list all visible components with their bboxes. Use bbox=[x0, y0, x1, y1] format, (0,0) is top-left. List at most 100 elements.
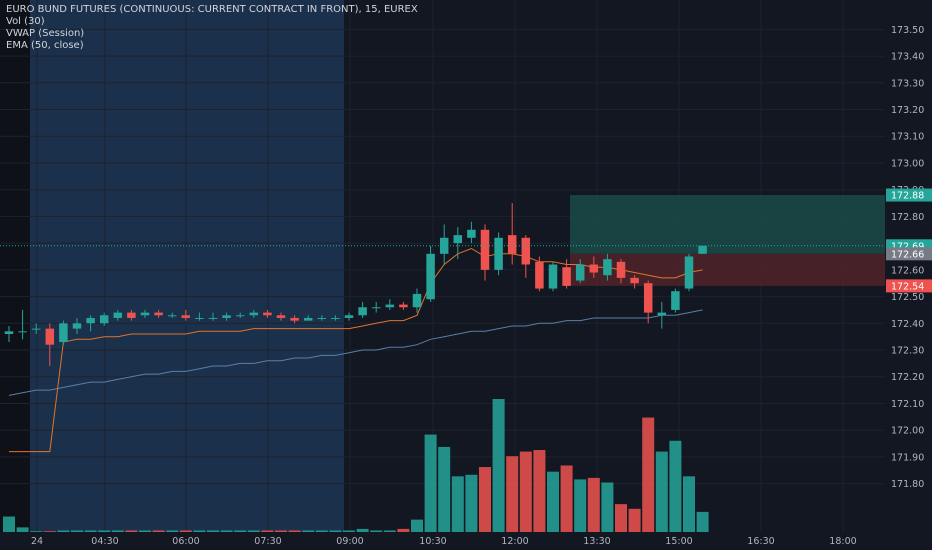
legend-vwap: VWAP (Session) bbox=[6, 28, 85, 39]
candle-body bbox=[331, 317, 340, 319]
candle-body bbox=[575, 264, 585, 281]
volume-bar bbox=[533, 450, 546, 532]
candle-body bbox=[113, 312, 123, 318]
candle-body bbox=[4, 331, 14, 334]
candle-body bbox=[684, 256, 694, 289]
y-tick-label: 172.00 bbox=[891, 426, 924, 437]
position-profit-zone bbox=[570, 195, 885, 254]
candle-body bbox=[18, 331, 27, 333]
volume-bar bbox=[166, 530, 179, 532]
volume-bar bbox=[438, 446, 451, 532]
volume-bar bbox=[547, 471, 559, 532]
candle-body bbox=[127, 312, 136, 318]
volume-bar bbox=[479, 467, 491, 532]
candle-body bbox=[222, 315, 231, 318]
volume-bar bbox=[261, 530, 274, 532]
price-badge-label: 172.66 bbox=[891, 249, 924, 260]
volume-bar bbox=[275, 530, 287, 532]
candle-body bbox=[303, 317, 313, 321]
volume-bar bbox=[451, 476, 464, 532]
volume-bar bbox=[57, 530, 70, 532]
volume-bar bbox=[560, 465, 573, 532]
volume-bar bbox=[574, 479, 587, 532]
candle-body bbox=[31, 328, 41, 330]
volume-bar bbox=[519, 451, 532, 532]
candle-body bbox=[385, 304, 395, 308]
legend-title: EURO BUND FUTURES (CONTINUOUS: CURRENT C… bbox=[6, 4, 418, 15]
candle-body bbox=[630, 277, 639, 284]
candle-body bbox=[99, 315, 109, 324]
candle-body bbox=[562, 267, 571, 286]
volume-bar bbox=[3, 516, 15, 532]
volume-bar bbox=[139, 530, 151, 532]
volume-bar bbox=[302, 530, 315, 532]
candle-body bbox=[344, 315, 354, 318]
candle-body bbox=[643, 283, 653, 313]
volume-bar bbox=[683, 476, 695, 532]
volume-bar bbox=[370, 530, 383, 532]
y-tick-label: 172.80 bbox=[891, 212, 924, 223]
volume-bar bbox=[696, 511, 709, 532]
y-tick-label: 173.30 bbox=[891, 78, 924, 89]
volume-bar bbox=[71, 530, 83, 532]
candle-body bbox=[494, 237, 503, 270]
candle-body bbox=[140, 312, 150, 316]
x-tick-label: 13:30 bbox=[583, 536, 610, 547]
candle-body bbox=[426, 253, 435, 300]
candle-body bbox=[521, 237, 531, 265]
candle-body bbox=[671, 291, 680, 310]
y-tick-label: 172.60 bbox=[891, 265, 924, 276]
session-shade bbox=[30, 0, 344, 532]
volume-bar bbox=[207, 530, 219, 532]
volume-bar bbox=[424, 434, 437, 532]
volume-bar bbox=[383, 530, 396, 532]
volume-bar bbox=[16, 527, 29, 532]
ema-line bbox=[8, 309, 703, 396]
candle-body bbox=[453, 235, 463, 244]
candle-body bbox=[86, 317, 95, 324]
y-tick-label: 173.10 bbox=[891, 132, 924, 143]
candle-body bbox=[698, 245, 707, 254]
price-badge-label: 172.88 bbox=[891, 191, 924, 202]
candle-body bbox=[480, 229, 490, 270]
y-tick-label: 173.40 bbox=[891, 52, 924, 63]
x-tick-label: 07:30 bbox=[254, 536, 281, 547]
candle-body bbox=[249, 312, 259, 316]
candle-body bbox=[59, 323, 68, 342]
candle-body bbox=[399, 304, 408, 308]
candle-body bbox=[603, 259, 612, 276]
x-tick-label: 06:00 bbox=[172, 536, 199, 547]
volume-bar bbox=[411, 519, 423, 532]
candle-body bbox=[263, 312, 272, 316]
candle-body bbox=[317, 317, 327, 319]
volume-bar bbox=[329, 530, 342, 532]
candle-body bbox=[467, 229, 476, 238]
candle-body bbox=[276, 315, 286, 318]
candle-body bbox=[589, 264, 599, 273]
legend-ema: EMA (50, close) bbox=[6, 40, 84, 51]
candle-body bbox=[181, 315, 191, 318]
legend-vol: Vol (30) bbox=[6, 16, 45, 27]
candle-body bbox=[371, 307, 381, 309]
volume-bar bbox=[628, 508, 641, 532]
volume-bar bbox=[506, 456, 519, 532]
volume-bar bbox=[601, 482, 614, 532]
x-tick-label: 18:00 bbox=[829, 536, 856, 547]
x-tick-label: 15:00 bbox=[665, 536, 692, 547]
vwap-line bbox=[9, 247, 703, 453]
candle-body bbox=[45, 328, 55, 345]
y-tick-label: 172.50 bbox=[891, 292, 924, 303]
x-tick-label: 10:30 bbox=[419, 536, 446, 547]
volume-bar bbox=[125, 530, 138, 532]
volume-bar bbox=[111, 530, 124, 532]
candle-body bbox=[548, 264, 558, 289]
volume-bar bbox=[193, 530, 206, 532]
candle-body bbox=[72, 323, 82, 329]
volume-bar bbox=[587, 477, 600, 532]
candle-body bbox=[195, 317, 204, 319]
volume-bar bbox=[615, 504, 627, 532]
price-badge-label: 172.69 bbox=[891, 241, 924, 252]
volume-bar bbox=[655, 451, 668, 532]
